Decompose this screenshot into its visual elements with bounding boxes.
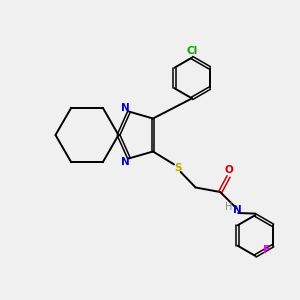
Text: Cl: Cl [186,46,198,56]
Text: N: N [121,103,130,113]
Text: S: S [174,163,181,173]
Text: F: F [263,245,271,255]
Text: O: O [225,165,234,176]
Text: N: N [121,157,130,167]
Text: N: N [233,205,242,215]
Text: H: H [225,202,232,212]
